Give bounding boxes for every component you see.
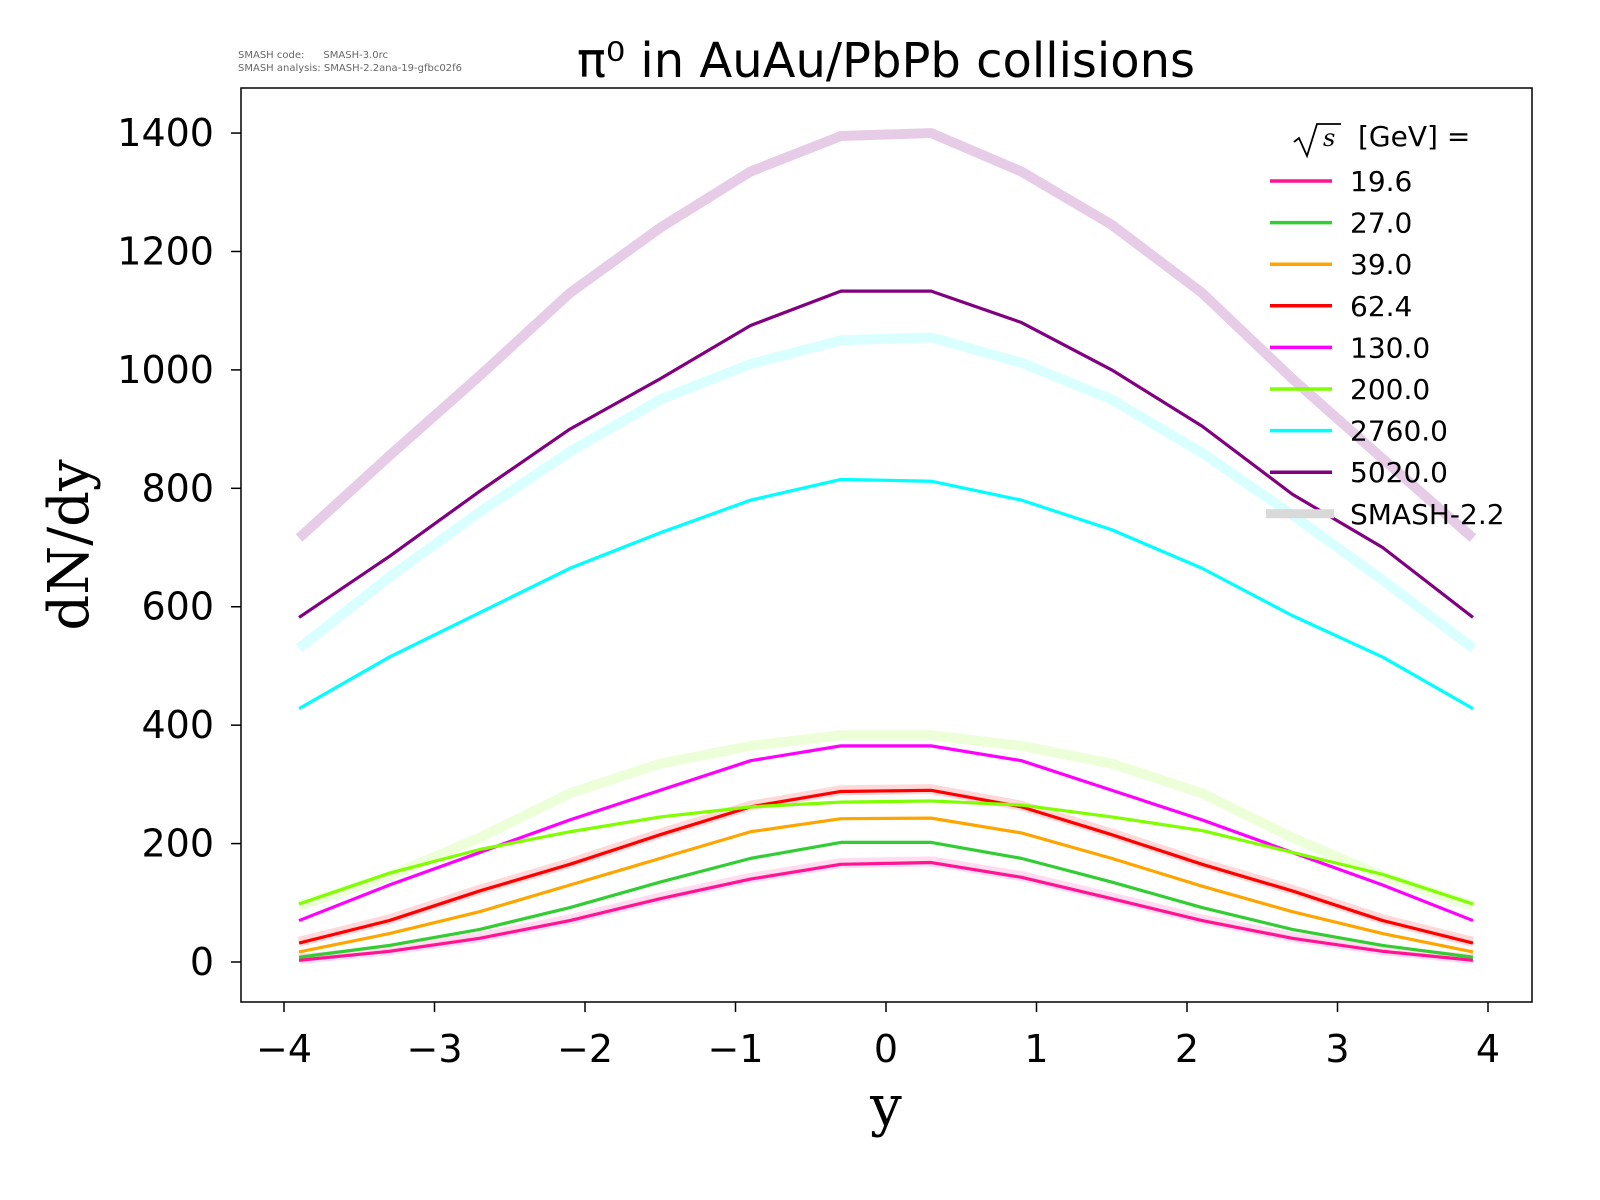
meta-analysis: SMASH analysis: SMASH-2.2ana-19-gfbc02f6 [238,63,462,74]
x-axis-label: y [869,1074,902,1139]
legend-label: 2760.0 [1350,415,1448,448]
x-ticks: −4 −3 −2 −1 0 1 2 3 4 [256,1002,1500,1071]
series-line-27.0 [298,840,1474,959]
legend-label: 27.0 [1350,207,1412,240]
y-tick-label: 400 [141,703,214,747]
meta-code: SMASH code: SMASH-3.0rc [238,50,388,61]
data-series [298,289,1474,962]
series-line-62.4 [298,788,1474,945]
y-tick-label: 1200 [117,229,214,273]
reference-line-4 [298,856,1474,965]
y-tick-label: 1400 [117,111,214,155]
reference-line-0 [297,730,1475,911]
legend-title-radical: s [1323,124,1335,152]
y-ticks: 0 200 400 600 800 1000 1200 1400 [117,111,241,984]
legend-label: 5020.0 [1350,456,1448,489]
reference-series [295,128,1477,965]
x-tick-label: 3 [1325,1027,1349,1071]
legend-label: 130.0 [1350,331,1430,364]
legend: s [GeV] = 19.6 27.0 39.0 62.4 130.0 200.0 2760… [1266,120,1505,531]
y-tick-label: 0 [190,940,214,984]
series-line-200.0 [298,799,1474,906]
series-line-39.0 [298,816,1474,954]
reference-line-1 [295,332,1476,653]
x-tick-label: 0 [874,1027,898,1071]
reference-line-2 [295,128,1477,542]
sqrt-icon [1293,123,1341,159]
legend-title: [GeV] = [1358,120,1470,153]
x-tick-label: −3 [406,1027,462,1071]
y-axis-label: dN/dy [37,459,102,631]
legend-label: 19.6 [1350,165,1412,198]
chart-title: π⁰ in AuAu/PbPb collisions [577,33,1195,89]
legend-label-reference: SMASH-2.2 [1350,498,1505,531]
legend-label: 62.4 [1350,290,1412,323]
x-tick-label: −2 [557,1027,613,1071]
legend-label: 200.0 [1350,373,1430,406]
y-tick-label: 1000 [117,348,214,392]
y-tick-label: 800 [141,466,214,510]
x-tick-label: 4 [1476,1027,1500,1071]
x-tick-label: −4 [256,1027,312,1071]
legend-label: 39.0 [1350,248,1412,281]
y-tick-label: 600 [141,585,214,629]
series-line-5020.0 [298,289,1474,619]
x-tick-label: 1 [1024,1027,1048,1071]
y-tick-label: 200 [141,822,214,866]
x-tick-label: −1 [707,1027,763,1071]
series-line-19.6 [298,860,1474,962]
x-tick-label: 2 [1175,1027,1199,1071]
series-line-2760.0 [298,477,1474,710]
